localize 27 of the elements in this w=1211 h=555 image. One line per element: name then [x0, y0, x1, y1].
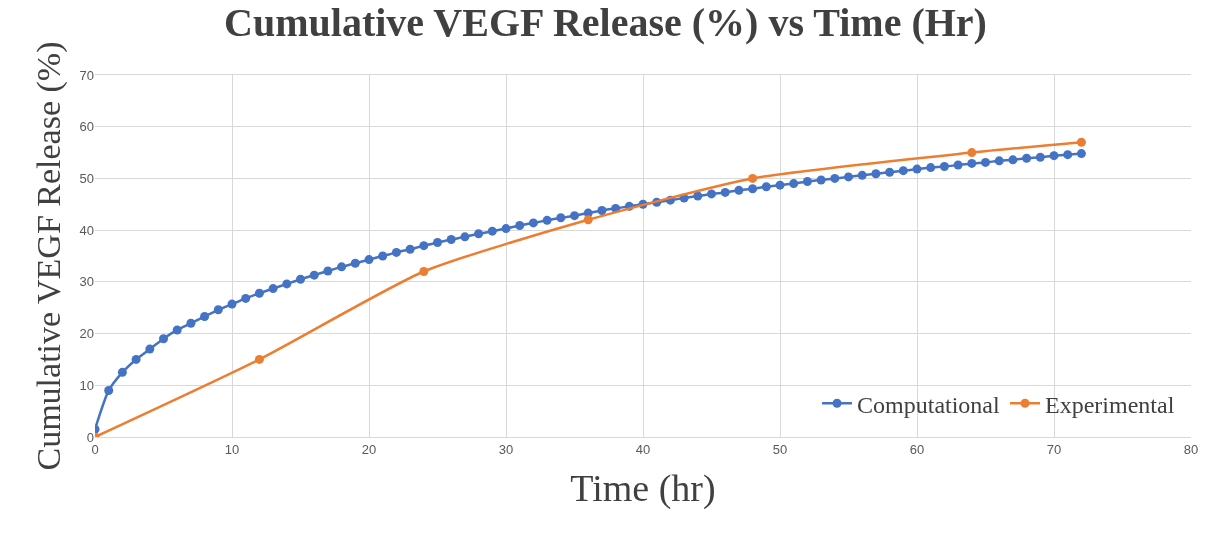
legend-label: Computational — [857, 391, 1001, 418]
y-tick-label: 40 — [79, 222, 94, 238]
x-tick-label: 10 — [224, 441, 240, 457]
y-tick-label: 10 — [79, 377, 94, 393]
y-tick-label: 60 — [79, 119, 94, 135]
x-tick-label: 80 — [1183, 441, 1199, 457]
point — [967, 148, 977, 158]
x-tick-label: 50 — [772, 441, 788, 457]
chart-title: Cumulative VEGF Release (%) vs Time (Hr) — [224, 0, 987, 46]
point — [748, 173, 758, 183]
legend-label: Experimental — [1045, 391, 1175, 418]
y-tick-label: 70 — [79, 67, 94, 83]
y-tick-label: 30 — [79, 274, 94, 290]
x-tick-label: 70 — [1046, 441, 1062, 457]
x-axis-title: Time (hr) — [570, 466, 716, 510]
y-tick-label: 0 — [86, 429, 94, 445]
x-tick-label: 30 — [498, 441, 514, 457]
point — [1076, 137, 1086, 147]
point — [419, 267, 429, 277]
x-tick-label: 60 — [909, 441, 925, 457]
point — [254, 354, 264, 364]
x-tick-label: 20 — [361, 441, 377, 457]
point — [583, 215, 593, 225]
y-tick-label: 50 — [79, 170, 94, 186]
x-tick-label: 40 — [635, 441, 651, 457]
y-tick-label: 20 — [79, 326, 94, 342]
y-axis-title: Cumulative VEGF Release (%) — [30, 41, 69, 471]
